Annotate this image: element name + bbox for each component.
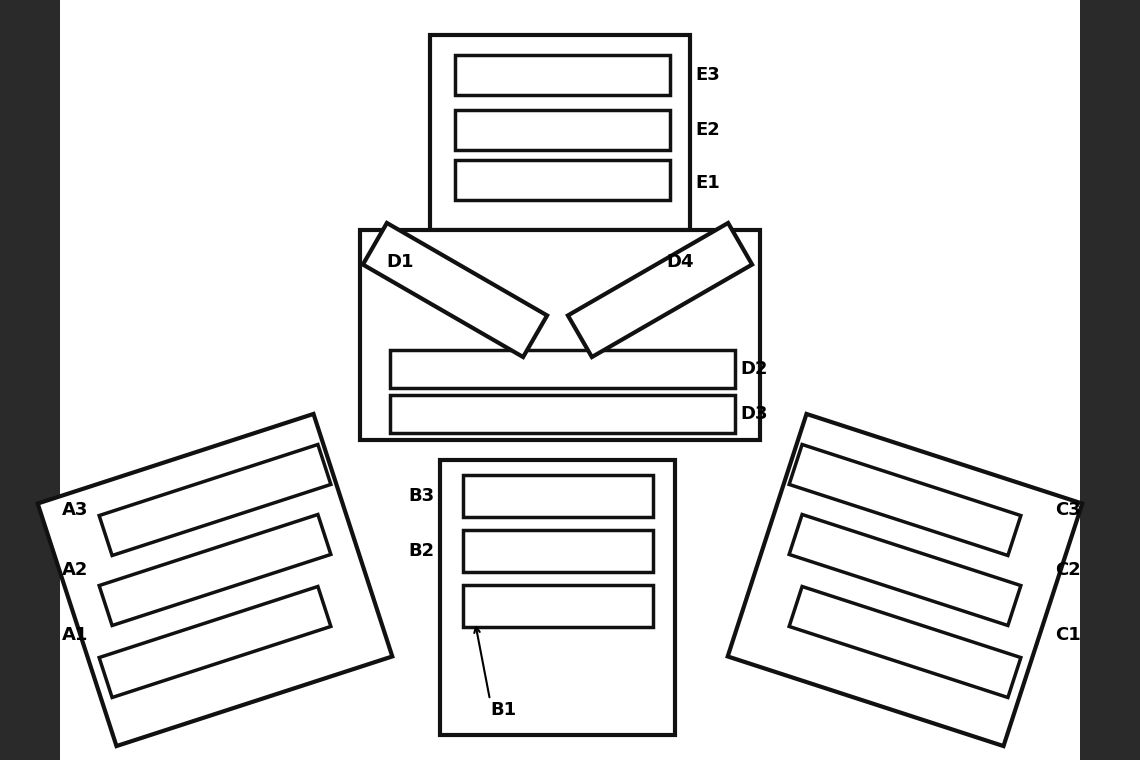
Bar xyxy=(390,350,735,388)
Text: D2: D2 xyxy=(740,360,767,378)
Polygon shape xyxy=(99,445,331,556)
Polygon shape xyxy=(789,445,1020,556)
Text: D4: D4 xyxy=(666,253,694,271)
Bar xyxy=(455,110,670,150)
Bar xyxy=(430,35,690,230)
Polygon shape xyxy=(99,587,331,698)
Text: E3: E3 xyxy=(695,66,719,84)
Polygon shape xyxy=(727,414,1082,746)
Polygon shape xyxy=(568,223,752,357)
Polygon shape xyxy=(789,515,1020,625)
Polygon shape xyxy=(38,414,392,746)
Text: B1: B1 xyxy=(490,701,516,719)
Text: A1: A1 xyxy=(62,626,88,644)
Text: B3: B3 xyxy=(409,487,435,505)
Text: A2: A2 xyxy=(62,561,88,579)
Bar xyxy=(390,395,735,433)
Text: C3: C3 xyxy=(1054,501,1081,519)
Bar xyxy=(463,585,653,627)
Bar xyxy=(455,55,670,95)
Text: C1: C1 xyxy=(1054,626,1081,644)
Bar xyxy=(0,0,60,760)
Bar xyxy=(455,160,670,200)
Polygon shape xyxy=(99,515,331,625)
Polygon shape xyxy=(363,223,547,357)
Bar xyxy=(463,530,653,572)
Text: E1: E1 xyxy=(695,174,719,192)
Text: B2: B2 xyxy=(409,542,435,560)
Text: D3: D3 xyxy=(740,405,767,423)
Bar xyxy=(440,460,675,735)
Text: D1: D1 xyxy=(386,253,414,271)
Text: E2: E2 xyxy=(695,121,719,139)
Text: A3: A3 xyxy=(62,501,88,519)
Bar xyxy=(1080,0,1140,760)
Text: C2: C2 xyxy=(1054,561,1081,579)
Polygon shape xyxy=(360,230,760,440)
Polygon shape xyxy=(789,587,1020,698)
Bar xyxy=(463,475,653,517)
